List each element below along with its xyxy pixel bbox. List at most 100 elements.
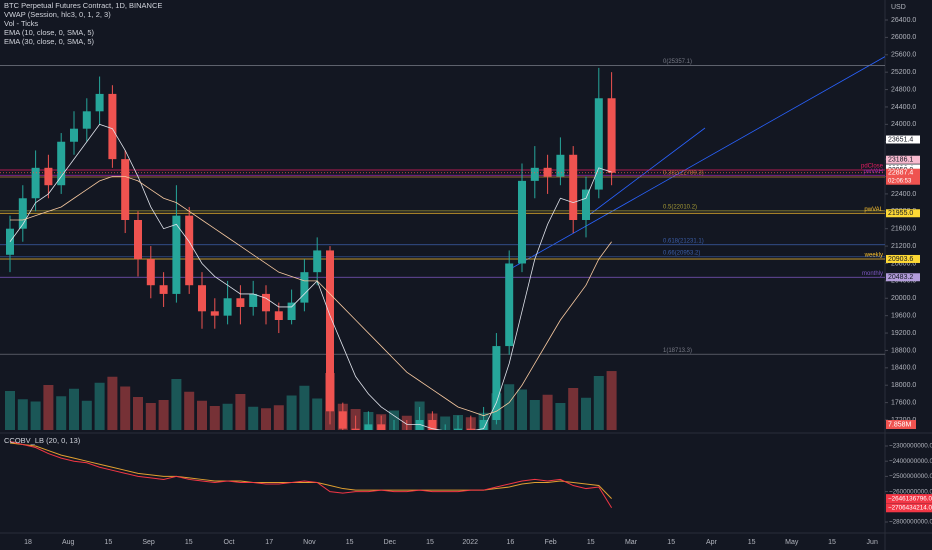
candle-body [210,311,219,316]
y-tick-label: 18000.0 [891,382,916,389]
candle-body [428,420,437,430]
candle-body [300,272,309,303]
title: BTC Perpetual Futures Contract, 1D, BINA… [4,1,162,10]
volume-bar [555,403,566,430]
candle-body [57,141,66,186]
candle-body [287,302,296,320]
volume-bar [248,406,259,430]
candle-body [18,198,27,229]
oscillator-name: CCOBV_LB (20, 0, 13) [4,436,81,445]
oscillator-line [9,442,612,499]
last-price-box [886,168,920,185]
legend-entry: EMA (30, close, 0, SMA, 5) [4,37,95,46]
candle-body [185,215,194,286]
candle-body [108,93,117,160]
price-label: 23651.4 [888,136,913,143]
last-value-box [886,494,932,504]
y-tick-label: 21600.0 [891,226,916,233]
level-label: monthly [862,271,883,277]
x-tick-label: 15 [587,539,595,546]
candle-body [159,285,168,294]
x-tick-label: Jun [867,539,878,546]
volume-bar [222,403,233,430]
candle-body [479,420,488,430]
candle-body [377,424,386,430]
x-tick-label: Apr [706,539,718,546]
y-tick-label: 20800.0 [891,260,916,267]
price-label-box [886,273,920,282]
y-tick-label: −2300000000.0 [889,443,932,450]
volume-bar [235,394,246,430]
candle-body [31,167,40,199]
y-tick-label: 21200.0 [891,243,916,250]
last-value-label: −2706434214.0 [888,504,932,511]
price-label: 21955.0 [888,210,913,217]
x-tick-label: 15 [185,539,193,546]
y-tick-label: 18400.0 [891,365,916,372]
y-tick-label: 26400.0 [891,17,916,24]
currency: USD [891,4,906,11]
last-value-label: −2646136796.0 [888,495,932,502]
volume-bar [261,408,271,430]
volume-bar [606,371,617,430]
ema-line [10,176,612,417]
volume-bar [30,401,41,430]
y-tick-label: 25200.0 [891,69,916,76]
price-label-box [886,254,920,263]
candle-body [454,428,462,430]
x-tick-label: 15 [105,539,113,546]
axes: 17200.017600.018000.018400.018800.019200… [24,17,932,546]
x-tick-label: 18 [24,539,32,546]
level-label: pwVAL [864,207,883,213]
candle-body [134,220,142,260]
y-tick-label: 24400.0 [891,104,916,111]
level-label: weekly [864,253,883,259]
x-tick-label: 15 [667,539,675,546]
y-tick-label: 26000.0 [891,34,916,41]
last-value-box [886,503,932,513]
oscillator-pane [9,440,613,509]
candle-body [492,346,501,420]
volume-bar [593,376,604,430]
volume-bar [184,391,195,430]
volume-bar [145,403,156,430]
candle-body [82,111,91,129]
volume-bar [133,397,143,430]
candle-body [198,285,206,312]
volume-bar [504,384,515,430]
y-tick-label: 19600.0 [891,312,916,319]
volume-bar [209,406,220,430]
price-label-box [886,135,920,144]
fib-label: 0(25357.1) [663,59,692,65]
fib-label: 0.66(20953.2) [663,250,700,256]
candle-body [607,98,616,173]
volume-bar [273,405,284,430]
volume-bar [5,391,15,430]
x-tick-label: Aug [62,539,75,546]
candle-body [556,154,565,177]
y-tick-label: −2800000000.0 [889,519,932,526]
candle-body [530,167,539,181]
y-tick-label: 19200.0 [891,330,916,337]
candle-body [543,167,552,177]
legend-entry: EMA (10, close, 0, SMA, 5) [4,28,95,37]
volume-bar [440,416,451,430]
volume-bar [299,385,310,430]
candle-body [338,411,347,429]
candle-body [505,263,514,347]
volume-bar [197,400,207,430]
x-tick-label: Nov [303,539,316,546]
x-tick-label: May [785,539,799,546]
y-tick-label: −2400000000.0 [889,458,932,465]
y-tick-label: 17600.0 [891,399,916,406]
x-tick-label: 16 [507,539,515,546]
y-tick-label: −2500000000.0 [889,473,932,480]
x-tick-label: Dec [384,539,397,546]
price-label: 20903.6 [888,256,913,263]
indicator: VWAP (Session, hlc3, 0, 1, 2, 3) [4,10,111,19]
volume-bar [17,399,28,430]
candle-body [121,159,130,220]
candle-body [223,298,232,316]
candle-body [146,259,155,286]
